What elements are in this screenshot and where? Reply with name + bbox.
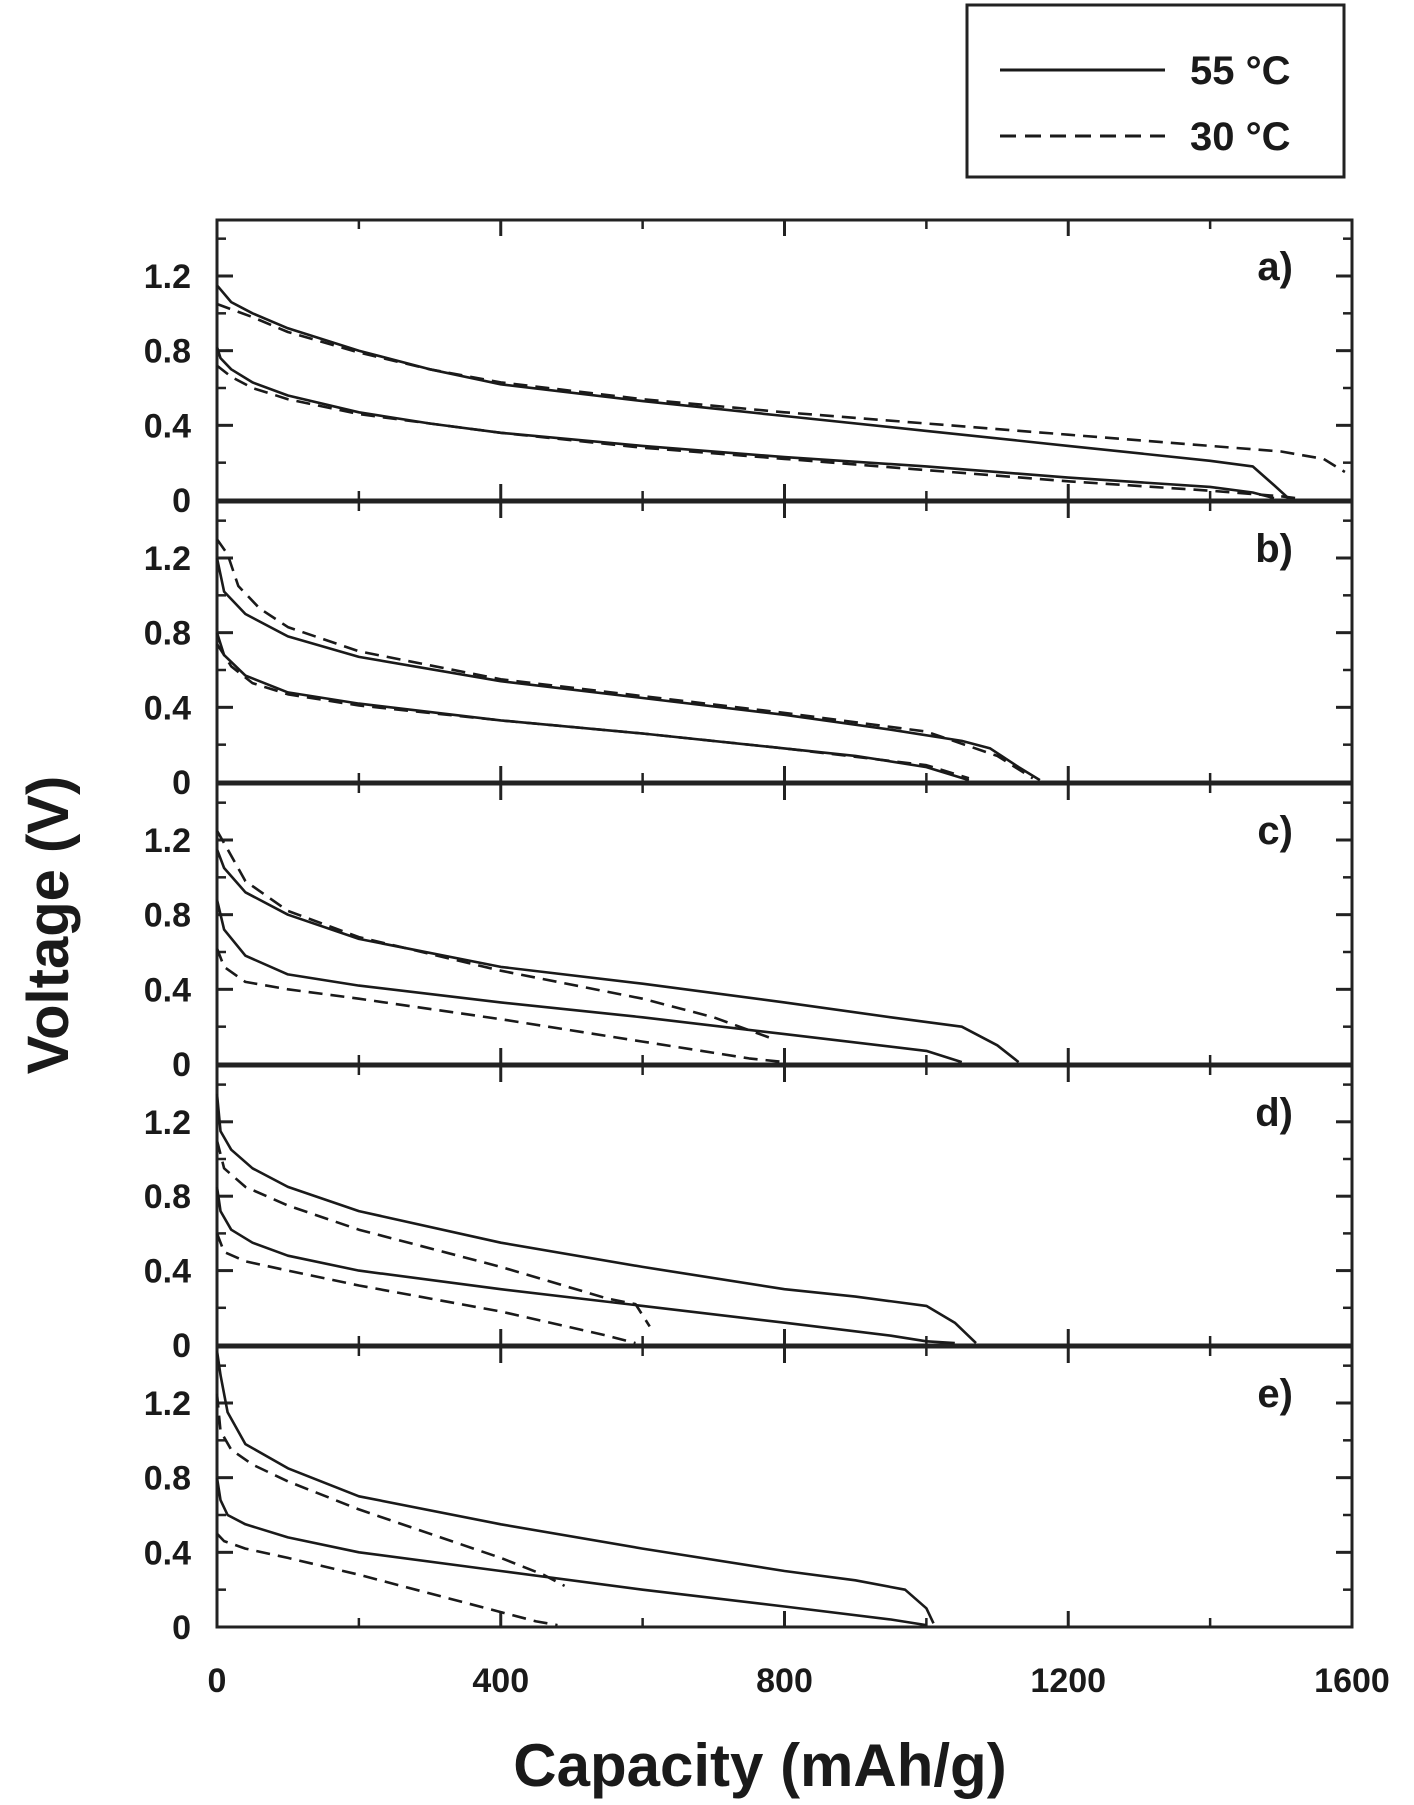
x-tick-label: 400: [472, 1662, 529, 1700]
panel-frame-4: [215, 1345, 1354, 1629]
y-tick-label: 0.8: [144, 1178, 191, 1216]
panel-label-e: e): [1257, 1372, 1293, 1416]
y-tick-label: 0.8: [144, 897, 191, 935]
panel-frame-1: [215, 500, 1354, 784]
series-line-c-30c-charge: [215, 830, 771, 1040]
y-tick-label: 0.8: [144, 1460, 191, 1498]
series-line-d-55c-charge: [215, 1093, 977, 1345]
series-line-a-55c-discharge: [215, 346, 1275, 500]
legend-label-55c: 55 °C: [1190, 49, 1291, 93]
y-tick-label: 0.4: [144, 407, 191, 445]
x-tick-label: 800: [756, 1662, 813, 1700]
series-line-c-55c-discharge: [215, 899, 963, 1064]
y-tick-label: 0: [172, 482, 191, 520]
legend-box: [965, 3, 1346, 179]
series-line-e-30c-discharge: [216, 1532, 558, 1627]
x-tick-label: 1200: [1030, 1662, 1106, 1700]
y-tick-label: 0.8: [144, 333, 191, 371]
series-line-e-30c-charge: [215, 1393, 566, 1588]
panel-label-a: a): [1257, 245, 1293, 289]
series-line-a-30c-charge: [216, 302, 1346, 474]
series-line-e-55c-charge: [215, 1350, 935, 1624]
y-tick-label: 0: [172, 764, 191, 802]
y-tick-label: 0.4: [144, 689, 191, 727]
y-tick-label: 0.4: [144, 1253, 191, 1291]
y-tick-label: 1.2: [144, 540, 191, 578]
y-tick-label: 1.2: [144, 822, 191, 860]
panel-label-b: b): [1255, 527, 1293, 571]
series-line-a-55c-charge: [216, 284, 1290, 500]
legend-label-30c: 30 °C: [1190, 115, 1291, 159]
y-axis-title: Voltage (V): [16, 776, 81, 1075]
x-tick-label: 1600: [1314, 1662, 1390, 1700]
series-line-b-30c-discharge: [215, 643, 970, 780]
series-line-c-55c-charge: [215, 848, 1020, 1064]
series-line-d-30c-discharge: [215, 1232, 636, 1345]
y-tick-label: 0: [172, 1327, 191, 1365]
series-line-d-30c-charge: [215, 1140, 651, 1328]
y-tick-label: 0.4: [144, 971, 191, 1009]
series-line-b-55c-charge: [215, 557, 1041, 782]
y-tick-label: 0: [172, 1046, 191, 1084]
panel-frame-2: [215, 782, 1354, 1066]
y-tick-label: 0.8: [144, 615, 191, 653]
series-line-e-55c-discharge: [215, 1477, 927, 1627]
x-axis-title: Capacity (mAh/g): [513, 1732, 1006, 1799]
series-line-b-30c-charge: [215, 538, 1034, 780]
y-tick-label: 1.2: [144, 1385, 191, 1423]
series-line-c-30c-discharge: [215, 947, 785, 1064]
y-tick-label: 1.2: [144, 1104, 191, 1142]
series-line-a-30c-discharge: [216, 364, 1296, 500]
y-tick-label: 0: [172, 1609, 191, 1647]
y-tick-label: 1.2: [144, 258, 191, 296]
panel-label-d: d): [1255, 1091, 1293, 1135]
y-tick-label: 0.4: [144, 1534, 191, 1572]
series-line-d-55c-discharge: [215, 1186, 955, 1345]
x-tick-label: 0: [208, 1662, 227, 1700]
panel-frame-3: [215, 1064, 1354, 1347]
panel-label-c: c): [1257, 809, 1293, 853]
